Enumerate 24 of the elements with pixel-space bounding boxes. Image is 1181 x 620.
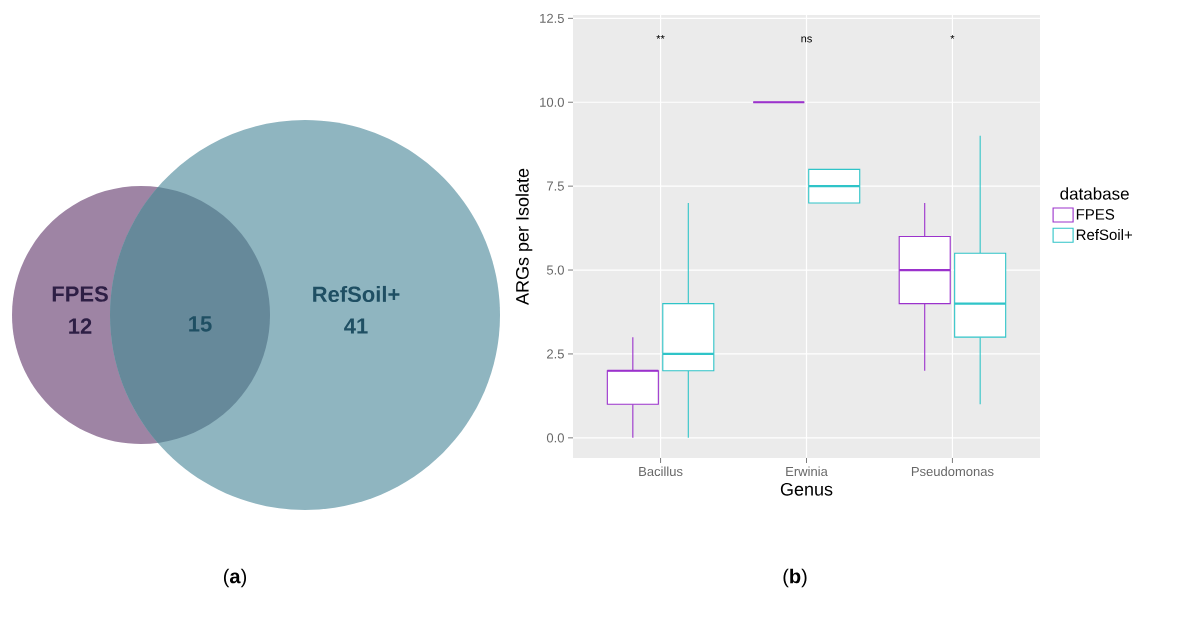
text: (a) <box>223 568 247 588</box>
x-tick-label: Pseudomonas <box>911 466 994 477</box>
y-tick-label: 7.5 <box>547 181 564 191</box>
category-label: RefSoil+ <box>313 285 400 303</box>
legend-title: database <box>1060 187 1129 200</box>
text: (b) <box>783 568 807 588</box>
data-label: 41 <box>344 318 368 334</box>
data-label: 15 <box>189 316 212 332</box>
y-tick-label: 0.0 <box>546 433 564 443</box>
x-tick-label: Erwinia <box>786 466 828 477</box>
category-label: FPES <box>52 286 108 302</box>
x-axis-title: Genus <box>780 482 833 496</box>
annotation: * <box>950 34 955 39</box>
legend-label: FPES <box>1076 209 1115 220</box>
legend-label: RefSoil+ <box>1076 229 1132 241</box>
y-tick-label: 12.5 <box>540 13 564 23</box>
y-axis-title: ARGs per Isolate <box>515 168 533 305</box>
y-tick-label: 10.0 <box>540 97 564 107</box>
annotation: ns <box>801 36 812 43</box>
x-tick-label: Bacillus <box>639 466 683 477</box>
data-label: 12 <box>69 318 92 334</box>
annotation: ** <box>656 34 665 39</box>
y-tick-label: 5.0 <box>546 265 564 275</box>
y-tick-label: 2.5 <box>547 349 564 359</box>
